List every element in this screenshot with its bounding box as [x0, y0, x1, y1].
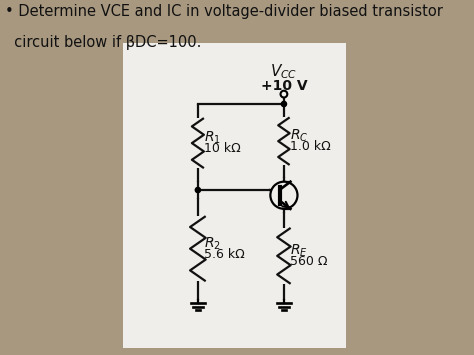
Circle shape — [270, 182, 298, 209]
Text: • Determine VCE and IC in voltage-divider biased transistor: • Determine VCE and IC in voltage-divide… — [5, 4, 443, 18]
Text: $V_{CC}$: $V_{CC}$ — [270, 62, 298, 81]
Text: $R_1$: $R_1$ — [204, 130, 220, 146]
Circle shape — [195, 187, 201, 193]
Text: 5.6 kΩ: 5.6 kΩ — [204, 248, 245, 261]
Circle shape — [281, 102, 286, 106]
Text: $R_E$: $R_E$ — [290, 242, 308, 259]
Text: $R_2$: $R_2$ — [204, 235, 220, 252]
Text: +10 V: +10 V — [261, 79, 307, 93]
Text: 560 Ω: 560 Ω — [290, 255, 327, 268]
Text: 10 kΩ: 10 kΩ — [204, 142, 240, 155]
Text: circuit below if βDC=100.: circuit below if βDC=100. — [5, 36, 201, 50]
Circle shape — [281, 91, 287, 98]
Text: 1.0 kΩ: 1.0 kΩ — [290, 140, 330, 153]
Text: $R_C$: $R_C$ — [290, 128, 308, 144]
